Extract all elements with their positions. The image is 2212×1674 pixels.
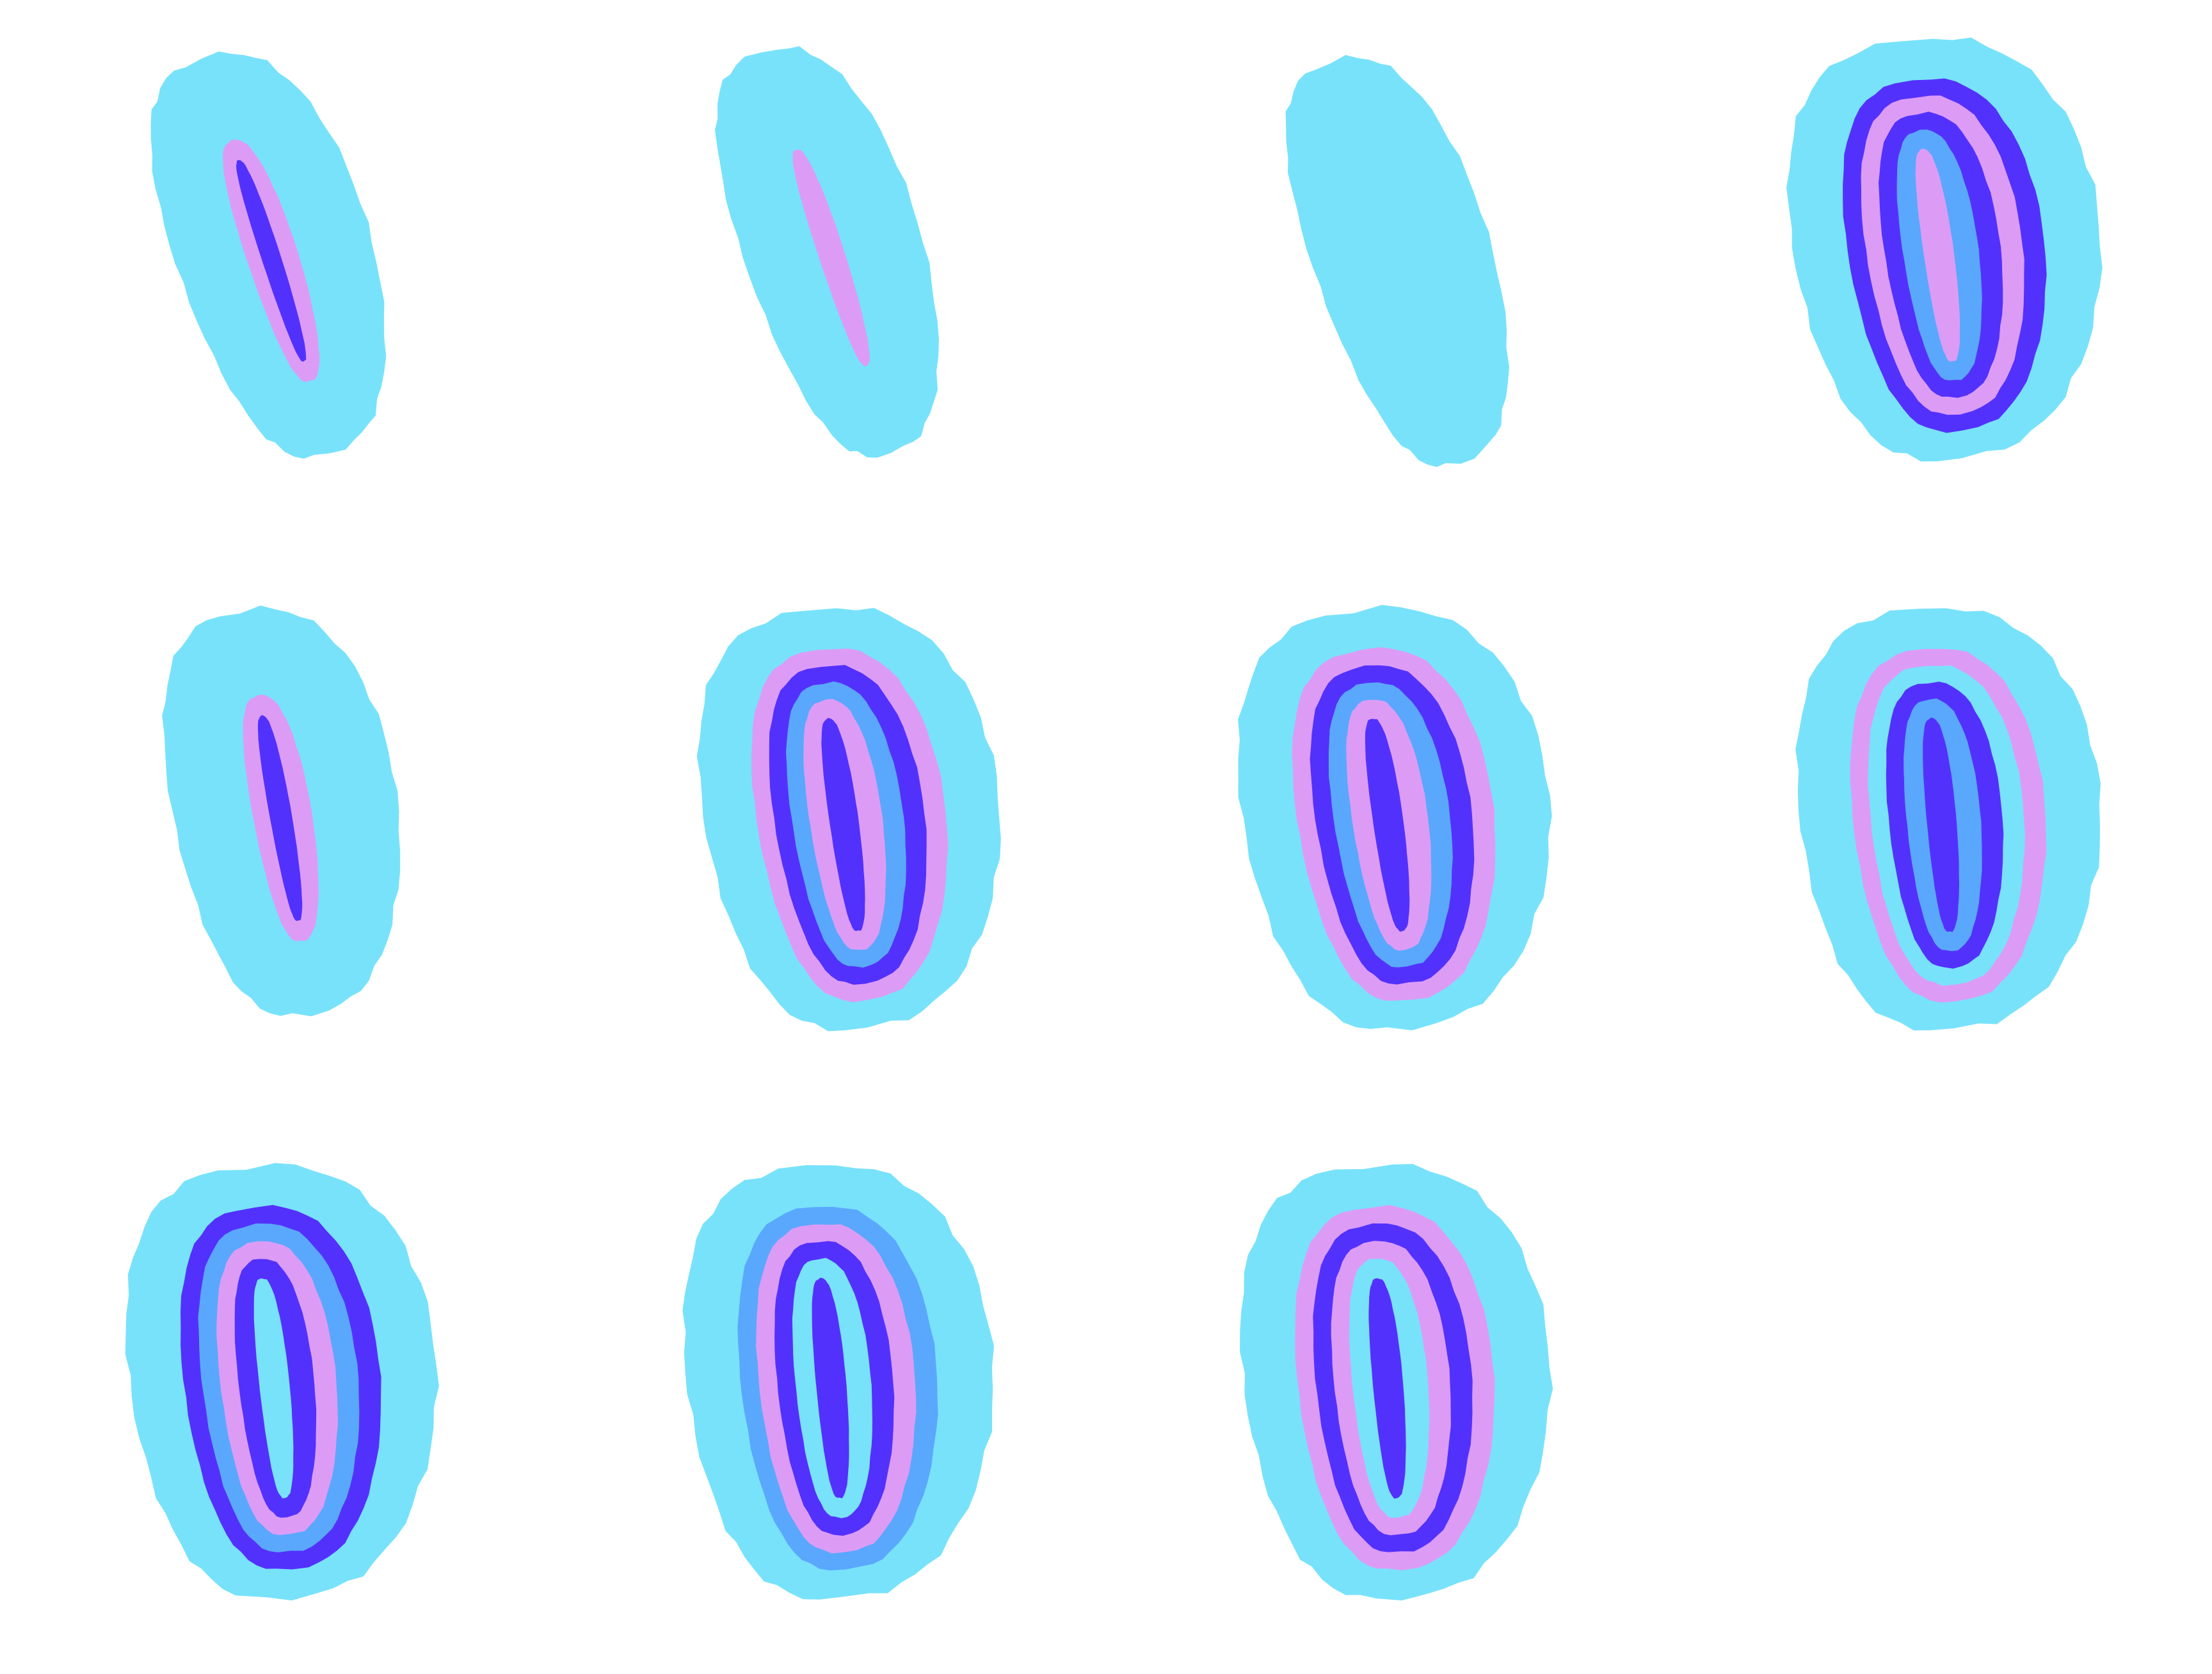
leaf-shape-svg [150, 51, 387, 459]
leaf-shape-svg [1285, 54, 1509, 467]
leaf-shape-9 [102, 1152, 439, 1613]
leaf-shape-svg [1795, 608, 2101, 1031]
ring-cyan [1285, 54, 1509, 467]
ring-indigo [1923, 717, 1960, 932]
ring-indigo [1365, 719, 1410, 932]
leaf-shape-svg [714, 46, 939, 458]
leaf-shape-5 [154, 595, 401, 1030]
ring-lavender [1915, 148, 1960, 362]
leaf-shape-svg [1238, 605, 1552, 1031]
leaf-shape-svg [696, 607, 1001, 1032]
leaf-shape-svg [1240, 1163, 1553, 1601]
leaf-shape-1 [150, 35, 387, 477]
ring-indigo [821, 717, 865, 932]
leaf-shape-2 [714, 29, 939, 477]
leaf-shape-svg [682, 1165, 995, 1600]
ring-lavender [792, 149, 870, 367]
leaf-shape-8 [1773, 595, 2101, 1043]
leaf-shape-4 [1767, 26, 2103, 474]
ring-indigo [257, 715, 303, 921]
leaf-shape-11 [1216, 1152, 1553, 1613]
leaf-shape-svg [162, 605, 401, 1017]
ring-indigo [812, 1277, 849, 1499]
leaf-shape-svg [125, 1163, 439, 1601]
leaf-shape-6 [678, 595, 1001, 1043]
ring-cyan [253, 1278, 294, 1499]
ring-indigo [1368, 1278, 1406, 1499]
leaf-shape-3 [1285, 38, 1509, 486]
leaf-shape-7 [1216, 595, 1552, 1043]
ring-indigo [236, 159, 307, 362]
leaf-shape-svg [1786, 37, 2103, 462]
leaf-shape-10 [659, 1152, 995, 1613]
